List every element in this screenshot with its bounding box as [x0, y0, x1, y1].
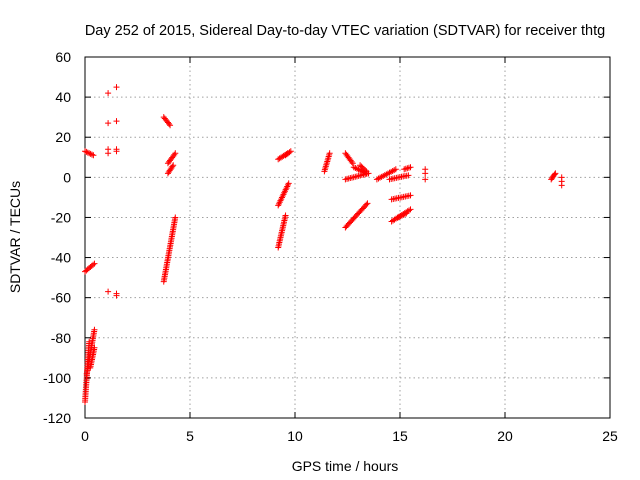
data-point	[392, 166, 399, 173]
axis-ticks: 0 5 10 15 20 25 -120 -100 -80 -60 -40 -20 0 20 40 60	[43, 49, 618, 444]
data-point	[401, 211, 408, 218]
data-point	[363, 201, 370, 208]
data-point	[403, 210, 410, 217]
data-point	[552, 170, 559, 177]
data-point	[282, 212, 289, 219]
data-point	[422, 170, 429, 177]
y-tick-label: -80	[51, 330, 71, 346]
data-point	[82, 148, 88, 155]
x-tick-label: 15	[392, 428, 408, 444]
data-point	[364, 200, 371, 207]
data-point	[172, 214, 179, 221]
data-point	[89, 151, 95, 158]
chart-title: Day 252 of 2015, Sidereal Day-to-day VTE…	[85, 23, 605, 39]
y-axis-label: SDTVAR / TECUs	[7, 181, 23, 293]
data-point	[90, 261, 97, 268]
data-point	[287, 148, 294, 155]
data-point	[363, 168, 370, 175]
plot-frame	[84, 56, 611, 419]
y-tick-label: -40	[51, 250, 71, 266]
x-tick-label: 20	[497, 428, 513, 444]
y-tick-label: -60	[51, 290, 71, 306]
data-point	[105, 90, 112, 97]
data-point	[91, 326, 98, 333]
data-point	[171, 151, 178, 158]
data-point	[349, 160, 356, 167]
y-tick-label: 20	[55, 129, 71, 145]
data-point	[86, 150, 93, 157]
x-tick-label: 0	[81, 428, 89, 444]
data-point	[105, 288, 112, 295]
data-point	[169, 163, 176, 170]
y-tick-label: -100	[43, 370, 71, 386]
data-point	[113, 290, 120, 297]
data-point	[113, 148, 120, 155]
x-tick-label: 5	[186, 428, 194, 444]
data-point	[396, 213, 403, 220]
data-point	[84, 149, 91, 156]
data-point	[105, 150, 112, 157]
data-point	[170, 162, 177, 169]
data-point	[551, 171, 558, 178]
y-tick-label: 40	[55, 89, 71, 105]
data-point	[113, 118, 120, 125]
data-point	[407, 164, 414, 171]
data-point	[407, 192, 414, 199]
data-point	[167, 122, 174, 129]
data-point	[399, 212, 406, 219]
x-tick-label: 25	[602, 428, 618, 444]
y-tick-label: -20	[51, 209, 71, 225]
data-point	[404, 165, 411, 172]
y-tick-label: -120	[43, 410, 71, 426]
data-point	[405, 172, 412, 179]
data-point	[91, 344, 98, 351]
data-point	[90, 152, 97, 159]
data-marks	[82, 84, 565, 405]
y-tick-label: 60	[55, 49, 71, 65]
data-point	[348, 158, 355, 165]
data-point	[166, 120, 172, 127]
x-tick-label: 10	[287, 428, 303, 444]
data-point	[405, 164, 412, 171]
data-point	[362, 167, 369, 174]
y-tick-label: 0	[63, 169, 71, 185]
data-point	[401, 166, 408, 173]
data-point	[402, 165, 409, 172]
data-point	[285, 180, 292, 187]
x-axis-label: GPS time / hours	[292, 458, 399, 474]
data-point	[422, 176, 429, 183]
data-point	[286, 149, 293, 156]
data-point	[105, 120, 112, 127]
data-point	[406, 207, 413, 214]
data-point	[172, 150, 179, 157]
data-point	[558, 182, 565, 189]
grid-lines	[85, 57, 610, 418]
data-point	[113, 84, 120, 91]
data-point	[407, 206, 414, 213]
data-point	[91, 260, 98, 267]
data-point	[326, 150, 333, 157]
data-point	[394, 214, 401, 221]
data-point	[83, 148, 90, 155]
data-point	[400, 211, 407, 218]
data-point	[87, 150, 94, 157]
data-point	[397, 213, 404, 220]
